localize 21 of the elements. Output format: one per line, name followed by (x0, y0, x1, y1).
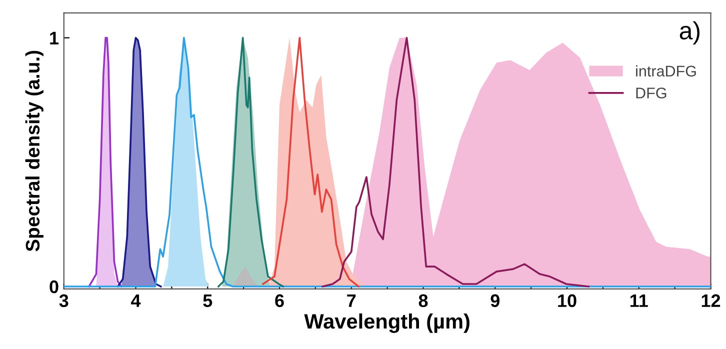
x-tick-label: 9 (490, 294, 500, 308)
y-tick-label: 0 (50, 280, 58, 294)
legend-label: DFG (636, 88, 666, 98)
line-series (218, 36, 284, 288)
legend-label: intraDFG (636, 65, 696, 77)
x-axis-title: Wavelength (µm) (304, 313, 470, 333)
x-tick-label: 6 (275, 294, 284, 308)
y-axis-title: Spectral density (a.u.) (25, 50, 44, 252)
line-series (322, 36, 590, 288)
line-series (88, 36, 122, 288)
x-tick-label: 8 (418, 294, 428, 308)
x-tick-label: 4 (131, 294, 141, 307)
annotation: a) (680, 21, 700, 44)
line-series (116, 36, 162, 288)
x-tick-label: 11 (630, 294, 648, 307)
x-tick-label: 3 (59, 294, 68, 308)
x-tick-label: 10 (558, 294, 576, 308)
x-tick-label: 5 (203, 294, 212, 308)
x-tick-label: 12 (702, 294, 720, 307)
y-tick-label: 1 (50, 32, 59, 44)
x-tick-label: 7 (347, 294, 356, 307)
